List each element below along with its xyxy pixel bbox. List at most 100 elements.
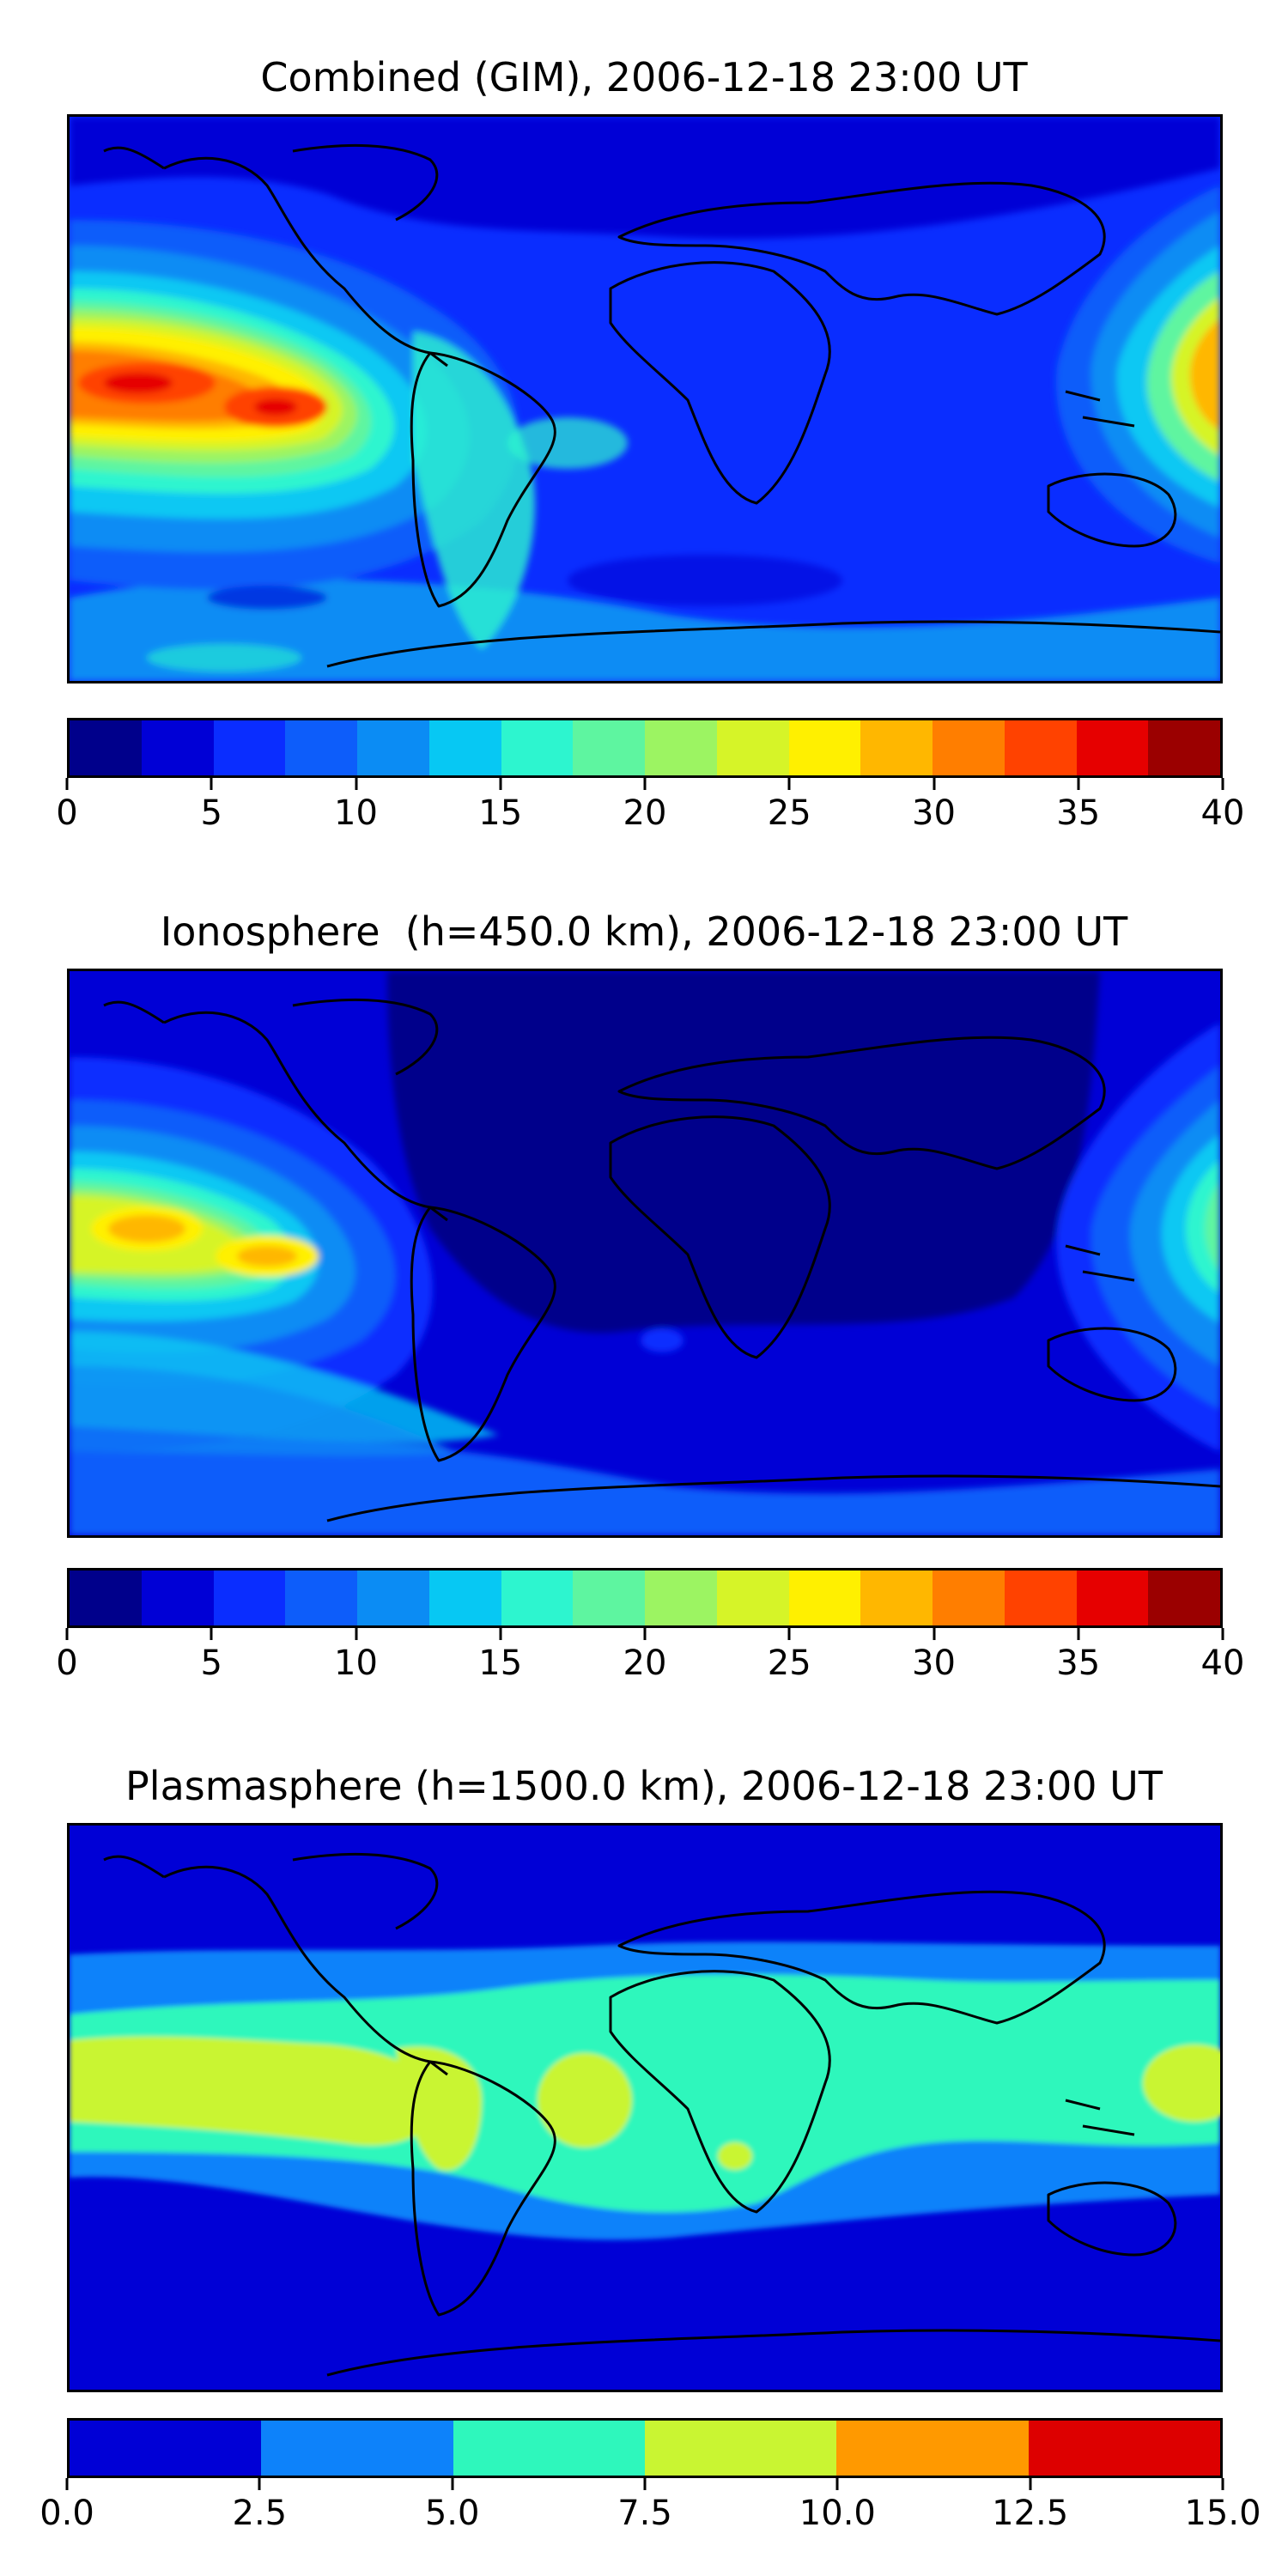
tick-label: 20: [623, 793, 667, 833]
tick-label: 2.5: [232, 2494, 288, 2533]
colorbar-segment: [933, 1571, 1005, 1625]
tick-mark: [1077, 1628, 1080, 1640]
colorbar-segment: [70, 1571, 142, 1625]
colorbar-segment: [573, 1571, 645, 1625]
tick-label: 0.0: [39, 2494, 94, 2533]
colorbar-segment: [645, 720, 717, 775]
colorbar-segment: [357, 1571, 429, 1625]
colorbar-segment: [836, 2421, 1029, 2476]
panel-title-ionosphere: Ionosphere (h=450.0 km), 2006-12-18 23:0…: [160, 908, 1128, 955]
colorbar-segment: [213, 1571, 286, 1625]
colorbar-segment: [501, 720, 574, 775]
colorbar-segment: [141, 720, 214, 775]
tick-mark: [258, 2478, 261, 2490]
colorbar-segment: [716, 720, 789, 775]
tick-label: 35: [1056, 1643, 1101, 1683]
tick-mark: [1029, 2478, 1032, 2490]
tick-mark: [787, 778, 791, 790]
colorbar-segment: [357, 720, 429, 775]
tick-mark: [210, 778, 213, 790]
colorbar-segment: [428, 1571, 501, 1625]
tick-mark: [1221, 778, 1224, 790]
tick-label: 25: [767, 1643, 811, 1683]
tick-label: 40: [1200, 1643, 1245, 1683]
tick-label: 15: [478, 793, 523, 833]
tick-label: 0: [56, 793, 78, 833]
map-ionosphere: [67, 969, 1223, 1538]
colorbar-segment: [141, 1571, 214, 1625]
colorbar-segment: [501, 1571, 574, 1625]
colorbar-segment: [213, 720, 286, 775]
tick-mark: [499, 778, 502, 790]
colorbar-segment: [933, 720, 1005, 775]
tick-label: 12.5: [992, 2494, 1069, 2533]
tick-mark: [933, 778, 935, 790]
colorbar-segment: [788, 1571, 861, 1625]
colorbar-segment: [261, 2421, 453, 2476]
tick-label: 7.5: [617, 2494, 672, 2533]
colorbar-segment: [788, 720, 861, 775]
colorbar-ticks-combined: 0 5 10 15 20 25 30 35 40: [56, 778, 1244, 833]
tick-label: 15: [478, 1643, 523, 1683]
tick-label: 0: [56, 1643, 78, 1683]
colorbar-segment: [645, 1571, 717, 1625]
tick-mark: [835, 2478, 839, 2490]
colorbar-segment: [1004, 1571, 1077, 1625]
colorbar-segment: [716, 1571, 789, 1625]
tick-mark: [65, 778, 69, 790]
tick-mark: [210, 1628, 213, 1640]
tick-mark: [1221, 2478, 1224, 2490]
tick-mark: [355, 1628, 357, 1640]
tick-label: 10.0: [799, 2494, 876, 2533]
map-combined-gim: [67, 114, 1223, 683]
tick-mark: [643, 1628, 647, 1640]
tick-mark: [65, 1628, 69, 1640]
tick-mark: [643, 778, 647, 790]
colorbar-segment: [1148, 720, 1220, 775]
colorbar-segment: [573, 720, 645, 775]
colorbar-ticks-ionosphere: 0 5 10 15 20 25 30 35 40: [56, 1628, 1244, 1683]
tick-mark: [65, 2478, 69, 2490]
tick-mark: [1077, 778, 1080, 790]
colorbar-ticks-plasmasphere: 0.0 2.5 5.0 7.5 10.0 12.5 15.0: [39, 2478, 1261, 2533]
tick-label: 25: [767, 793, 811, 833]
colorbar-segment: [1004, 720, 1077, 775]
tick-mark: [355, 778, 357, 790]
colorbar-segment: [70, 2421, 262, 2476]
tick-label: 20: [623, 1643, 667, 1683]
colorbar-segment: [453, 2421, 645, 2476]
colorbar-ionosphere: [67, 1568, 1223, 1628]
tick-mark: [499, 1628, 502, 1640]
colorbar-segment: [1076, 720, 1149, 775]
panel-title-combined: Combined (GIM), 2006-12-18 23:00 UT: [260, 54, 1028, 100]
tick-label: 5.0: [424, 2494, 480, 2533]
colorbar-plasmasphere: [67, 2418, 1223, 2478]
tick-label: 30: [912, 1643, 956, 1683]
colorbar-segment: [860, 720, 933, 775]
colorbar-segment: [285, 1571, 357, 1625]
tick-mark: [643, 2478, 647, 2490]
map-plasmasphere: [67, 1823, 1223, 2392]
tick-label: 40: [1200, 793, 1245, 833]
tick-label: 5: [200, 1643, 222, 1683]
tick-label: 5: [200, 793, 222, 833]
colorbar-combined: [67, 718, 1223, 778]
tick-mark: [1221, 1628, 1224, 1640]
colorbar-segment: [1148, 1571, 1220, 1625]
tick-label: 30: [912, 793, 956, 833]
tick-label: 10: [334, 793, 378, 833]
colorbar-segment: [70, 720, 142, 775]
colorbar-segment: [285, 720, 357, 775]
colorbar-segment: [860, 1571, 933, 1625]
tick-mark: [933, 1628, 935, 1640]
tick-label: 10: [334, 1643, 378, 1683]
colorbar-segment: [1028, 2421, 1220, 2476]
tick-mark: [787, 1628, 791, 1640]
tick-mark: [451, 2478, 454, 2490]
panel-title-plasmasphere: Plasmasphere (h=1500.0 km), 2006-12-18 2…: [125, 1763, 1163, 1809]
colorbar-segment: [644, 2421, 837, 2476]
colorbar-segment: [428, 720, 501, 775]
tick-label: 35: [1056, 793, 1101, 833]
tick-label: 15.0: [1184, 2494, 1261, 2533]
colorbar-segment: [1076, 1571, 1149, 1625]
